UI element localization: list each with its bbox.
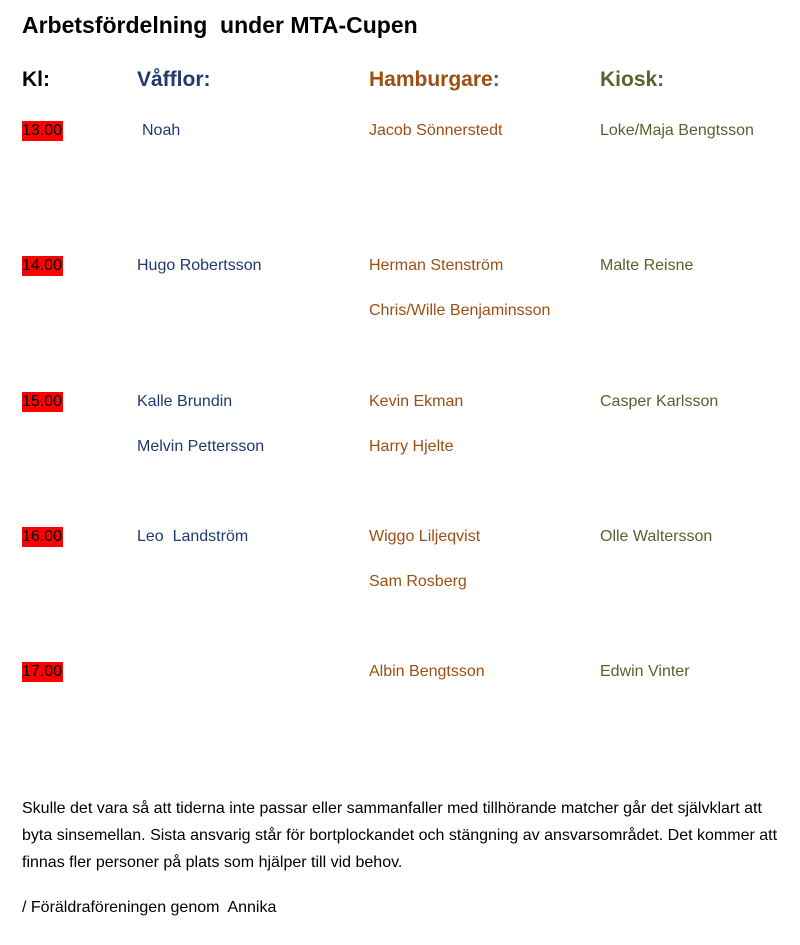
vafflor-name: Hugo Robertsson [137, 257, 262, 274]
info-paragraph: Skulle det vara så att tiderna inte pass… [22, 800, 778, 871]
vafflor-name: Noah [142, 122, 181, 139]
time-slot-1700: 17.00 [22, 662, 64, 682]
kiosk-name: Edwin Vinter [600, 663, 690, 680]
header-hamburgare: Hamburgare: [369, 68, 500, 91]
kiosk-name: Loke/Maja Bengtsson [600, 122, 754, 139]
kiosk-name: Casper Karlsson [600, 393, 719, 410]
hamburgare-name: Herman Stenström [369, 257, 504, 274]
vafflor-name: Kalle Brundin [137, 393, 233, 410]
vafflor-name: Melvin Pettersson [137, 438, 265, 455]
hamburgare-name: Wiggo Liljeqvist [369, 528, 481, 545]
header-kiosk: Kiosk: [600, 68, 665, 91]
time-slot-1500: 15.00 [22, 392, 64, 412]
vafflor-name: Leo Landström [137, 528, 249, 545]
hamburgare-name: Kevin Ekman [369, 393, 464, 410]
hamburgare-name: Sam Rosberg [369, 573, 467, 590]
kiosk-name: Olle Waltersson [600, 528, 713, 545]
hamburgare-name: Chris/Wille Benjaminsson [369, 302, 551, 319]
header-vafflor: Våfflor: [137, 68, 211, 91]
time-slot-1300: 13.00 [22, 121, 64, 141]
kiosk-name: Malte Reisne [600, 257, 694, 274]
document-title: Arbetsfördelning under MTA-Cupen [22, 12, 418, 38]
hamburgare-name: Harry Hjelte [369, 438, 454, 455]
signature: / Föräldraföreningen genom Annika [22, 899, 277, 916]
time-slot-1600: 16.00 [22, 527, 64, 547]
time-slot-1400: 14.00 [22, 256, 64, 276]
hamburgare-name: Jacob Sönnerstedt [369, 122, 503, 139]
hamburgare-name: Albin Bengtsson [369, 663, 485, 680]
header-kl: Kl: [22, 68, 50, 91]
